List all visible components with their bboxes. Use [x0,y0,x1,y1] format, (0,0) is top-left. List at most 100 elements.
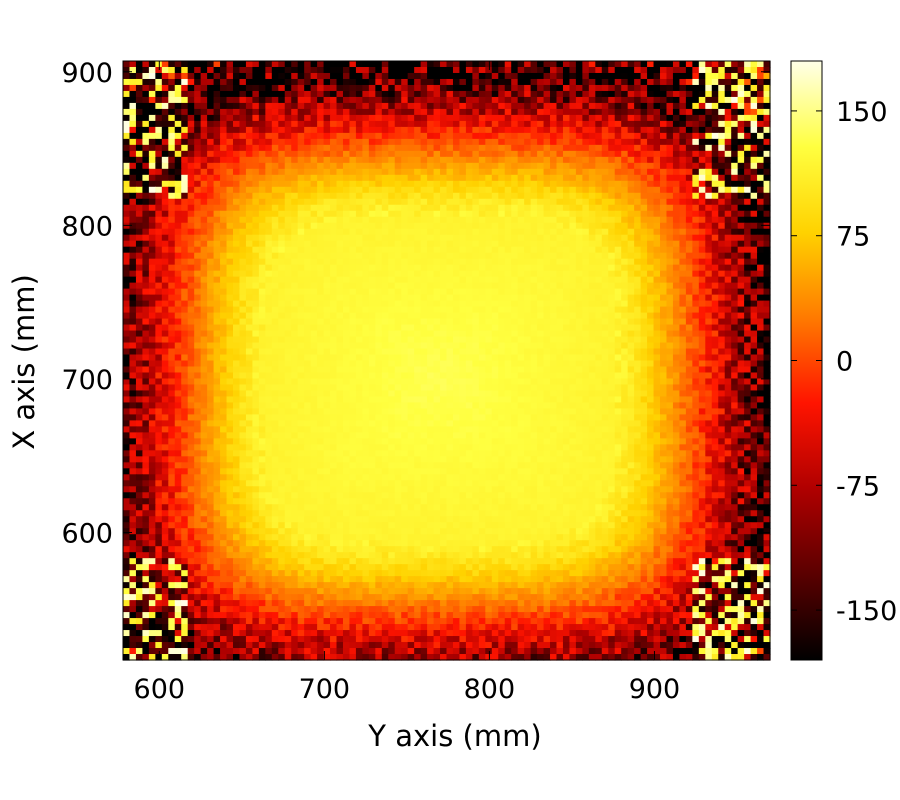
heatmap-cell [407,210,415,218]
heatmap-cell [284,312,292,320]
heatmap-cell [511,222,519,230]
heatmap-cell [427,198,435,206]
heatmap-cell [537,162,545,170]
heatmap-cell [718,222,726,230]
heatmap-cell [744,258,752,266]
heatmap-cell [543,294,551,302]
heatmap-cell [698,150,706,158]
heatmap-cell [485,108,493,116]
heatmap-cell [278,204,286,212]
heatmap-cell [381,78,389,86]
heatmap-cell [265,294,273,302]
heatmap-cell [317,300,325,308]
heatmap-cell [123,66,131,74]
heatmap-cell [472,348,480,356]
heatmap-cell [750,150,758,158]
heatmap-cell [407,144,415,152]
heatmap-cell [310,186,318,194]
heatmap-cell [517,156,525,164]
heatmap-cell [647,354,655,362]
heatmap-cell [575,162,583,170]
heatmap-cell [304,234,312,242]
heatmap-cell [407,186,415,194]
heatmap-cell [478,156,486,164]
heatmap-cell [226,192,234,200]
heatmap-cell [362,312,370,320]
heatmap-cell [550,78,558,86]
heatmap-cell [394,276,402,284]
heatmap-cell [698,300,706,308]
heatmap-cell [304,156,312,164]
heatmap-cell [297,312,305,320]
heatmap-cell [349,342,357,350]
heatmap-cell [310,66,318,74]
heatmap-cell [724,144,732,152]
heatmap-cell [291,186,299,194]
heatmap-cell [556,222,564,230]
heatmap-cell [614,234,622,242]
heatmap-cell [414,246,422,254]
heatmap-cell [239,246,247,254]
heatmap-cell [123,162,131,170]
heatmap-cell [245,126,253,134]
heatmap-cell [666,174,674,182]
heatmap-cell [148,264,156,272]
heatmap-cell [297,354,305,362]
heatmap-cell [504,144,512,152]
heatmap-cell [388,318,396,326]
heatmap-cell [647,180,655,188]
heatmap-cell [226,61,234,68]
heatmap-cell [362,240,370,248]
heatmap-cell [737,342,745,350]
heatmap-cell [433,61,441,68]
heatmap-cell [330,252,338,260]
heatmap-cell [757,288,765,296]
heatmap-cell [135,330,144,338]
heatmap-cell [414,61,422,68]
heatmap-cell [271,312,279,320]
heatmap-cell [562,108,571,116]
heatmap-cell [245,336,253,344]
heatmap-cell [304,252,312,260]
heatmap-cell [660,270,668,278]
heatmap-cell [666,330,674,338]
heatmap-cell [123,108,131,116]
heatmap-cell [478,138,486,146]
heatmap-cell [194,264,202,272]
heatmap-cell [433,144,441,152]
heatmap-cell [582,120,590,128]
heatmap-cell [731,138,739,146]
heatmap-cell [601,96,609,104]
heatmap-cell [757,126,765,134]
heatmap-cell [472,90,480,98]
heatmap-cell [310,348,318,356]
heatmap-cell [459,102,467,110]
heatmap-cell [194,342,202,350]
heatmap-cell [375,150,383,158]
heatmap-cell [750,258,758,266]
heatmap-cell [342,300,351,308]
heatmap-cell [155,294,163,302]
heatmap-cell [414,162,422,170]
heatmap-cell [763,198,771,206]
heatmap-cell [258,114,266,122]
heatmap-cell [265,186,273,194]
heatmap-cell [265,240,273,248]
heatmap-cell [634,102,642,110]
heatmap-cell [258,300,266,308]
heatmap-cell [420,168,428,176]
heatmap-cell [504,252,512,260]
heatmap-cell [304,318,312,326]
heatmap-cell [187,348,195,356]
heatmap-cell [265,132,273,140]
heatmap-cell [550,132,558,140]
heatmap-cell [472,342,480,350]
heatmap-cell [349,294,357,302]
heatmap-cell [388,66,396,74]
heatmap-cell [258,276,266,284]
heatmap-cell [685,228,693,236]
heatmap-cell [129,294,137,302]
heatmap-cell [388,282,396,290]
heatmap-cell [207,102,215,110]
heatmap-cell [582,210,590,218]
